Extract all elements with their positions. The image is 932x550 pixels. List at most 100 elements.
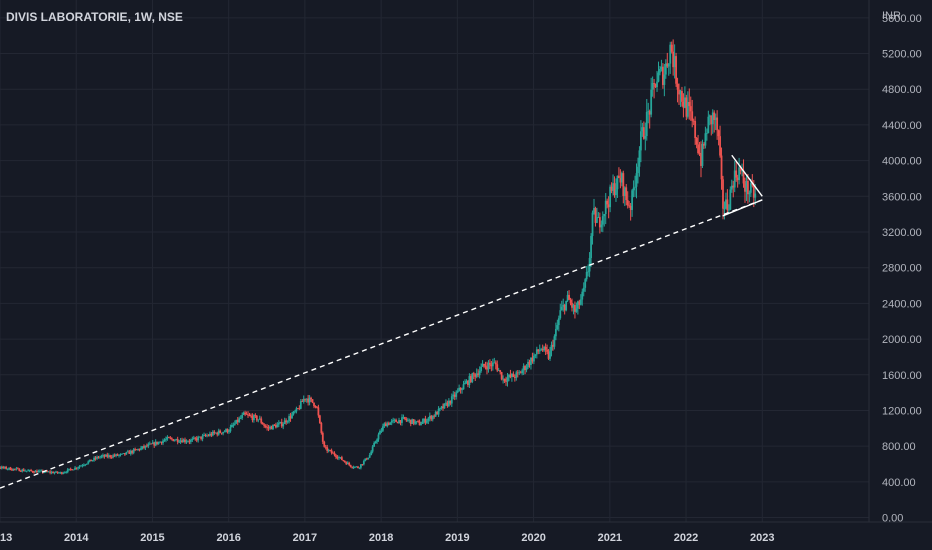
x-tick-label-4: 2017	[293, 532, 317, 544]
candle-body-444	[650, 89, 653, 115]
candle-body-65	[94, 457, 97, 459]
candle-body-267	[390, 420, 393, 423]
candle-body-83	[121, 453, 123, 455]
candle-body-145	[211, 431, 214, 436]
candle-body-352	[515, 372, 518, 378]
candle-body-28	[40, 470, 43, 472]
y-tick-label-9: 3600.00	[882, 191, 922, 203]
candle-body-391	[572, 305, 575, 308]
candle-body-344	[503, 378, 506, 382]
candle-body-500	[732, 185, 735, 188]
candle-body-122	[178, 441, 181, 443]
candle-body-445	[651, 82, 654, 90]
candle-body-379	[554, 329, 557, 337]
candle-body-116	[169, 437, 172, 439]
candle-body-144	[210, 433, 213, 436]
candle-body-41	[59, 472, 62, 474]
candle-body-163	[238, 418, 241, 423]
candle-body-226	[330, 450, 333, 453]
candle-body-394	[576, 301, 579, 309]
x-tick-label-10: 2023	[750, 532, 774, 544]
candle-body-364	[532, 355, 535, 362]
candle-body-248	[362, 460, 365, 465]
candle-body-373	[546, 349, 548, 352]
candle-body-142	[207, 435, 210, 437]
candle-body-173	[252, 415, 255, 421]
candle-body-239	[349, 464, 352, 467]
candle-body-157	[229, 427, 232, 432]
candle-body-361	[528, 361, 531, 366]
candle-body-464	[679, 90, 682, 95]
candle-body-36	[52, 472, 54, 474]
candle-body-442	[647, 111, 650, 113]
candle-body-308	[450, 396, 453, 404]
candle-body-198	[289, 416, 292, 419]
candle-body-415	[607, 204, 610, 208]
candle-body-169	[247, 414, 249, 416]
candle-body-230	[336, 457, 339, 459]
candle-body-416	[609, 186, 612, 208]
candle-body-469	[686, 101, 689, 117]
candle-body-501	[733, 170, 736, 188]
candle-body-451	[660, 66, 663, 70]
candle-body-492	[720, 155, 723, 180]
candle-body-76	[110, 457, 113, 458]
candle-body-181	[264, 425, 267, 427]
candle-body-421	[616, 175, 619, 190]
candle-body-318	[465, 381, 468, 384]
candle-body-82	[119, 454, 122, 455]
candle-body-299	[437, 408, 440, 415]
candle-body-100	[145, 445, 148, 447]
candle-body-459	[672, 51, 675, 68]
candle-body-428	[626, 200, 629, 206]
candle-body-488	[714, 117, 717, 120]
candle-body-296	[433, 415, 436, 417]
candle-body-60	[87, 461, 90, 464]
candle-body-400	[585, 271, 588, 280]
candle-body-335	[490, 364, 493, 367]
candle-body-328	[480, 366, 483, 372]
candle-body-397	[581, 291, 584, 300]
candle-body-423	[619, 178, 622, 183]
candle-body-152	[222, 431, 225, 434]
candle-body-135	[197, 437, 200, 441]
candle-body-366	[535, 349, 538, 355]
candle-body-34	[49, 471, 52, 473]
candle-body-23	[33, 471, 35, 473]
candle-body-413	[604, 200, 607, 215]
candle-body-244	[357, 466, 359, 469]
candle-body-79	[115, 454, 118, 456]
candle-body-243	[355, 466, 358, 468]
candle-body-350	[512, 373, 515, 377]
candle-body-454	[664, 63, 667, 75]
candle-body-44	[63, 472, 66, 474]
candle-body-128	[187, 441, 189, 443]
candle-body-63	[91, 460, 94, 462]
candle-body-191	[279, 421, 282, 424]
candle-body-359	[525, 367, 528, 371]
time-axis[interactable]: 2013 2014 2015 2016 2017 2018 2019 2020 2021 2022…	[0, 532, 775, 544]
candle-body-87	[126, 451, 129, 453]
candle-body-512	[749, 183, 752, 193]
candle-body-214	[313, 402, 315, 407]
candle-body-495	[725, 199, 727, 209]
candle-body-438	[641, 127, 644, 132]
candle-body-125	[182, 439, 185, 443]
candle-body-113	[165, 439, 167, 441]
candle-body-317	[464, 383, 466, 385]
candle-body-19	[27, 470, 30, 472]
candle-body-314	[459, 387, 462, 390]
candle-body-9	[12, 468, 15, 471]
candle-body-468	[685, 97, 688, 117]
price-axis[interactable]: 0.00 400.00 800.00 1200.00 1600.00 2000.00 240…	[882, 13, 922, 525]
candle-body-51	[74, 467, 76, 470]
candle-body-491	[719, 136, 721, 156]
candle-body-505	[739, 167, 742, 172]
x-tick-label-7: 2020	[521, 532, 545, 544]
candle-body-17	[24, 470, 27, 472]
candle-body-222	[324, 446, 327, 448]
candle-body-204	[298, 408, 301, 410]
candle-body-38	[55, 471, 57, 473]
candle-body-219	[320, 422, 323, 433]
